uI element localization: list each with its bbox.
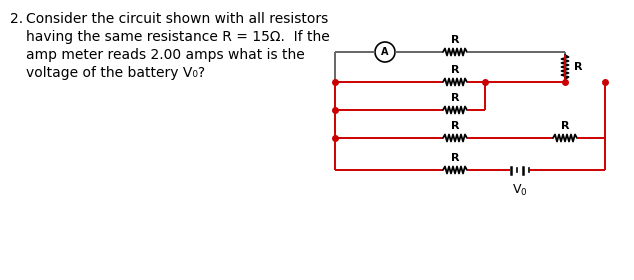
Text: R: R [451,35,459,45]
Text: voltage of the battery V₀?: voltage of the battery V₀? [26,66,205,80]
Text: amp meter reads 2.00 amps what is the: amp meter reads 2.00 amps what is the [26,48,305,62]
Text: R: R [451,93,459,103]
Text: R: R [451,121,459,131]
Text: R: R [451,65,459,75]
Text: Consider the circuit shown with all resistors: Consider the circuit shown with all resi… [26,12,328,26]
Text: V$_0$: V$_0$ [512,183,528,198]
Text: A: A [381,47,389,57]
Text: R: R [560,121,569,131]
Text: R: R [451,153,459,163]
Text: having the same resistance R = 15Ω.  If the: having the same resistance R = 15Ω. If t… [26,30,330,44]
Text: R: R [574,62,583,72]
Text: 2.: 2. [10,12,23,26]
